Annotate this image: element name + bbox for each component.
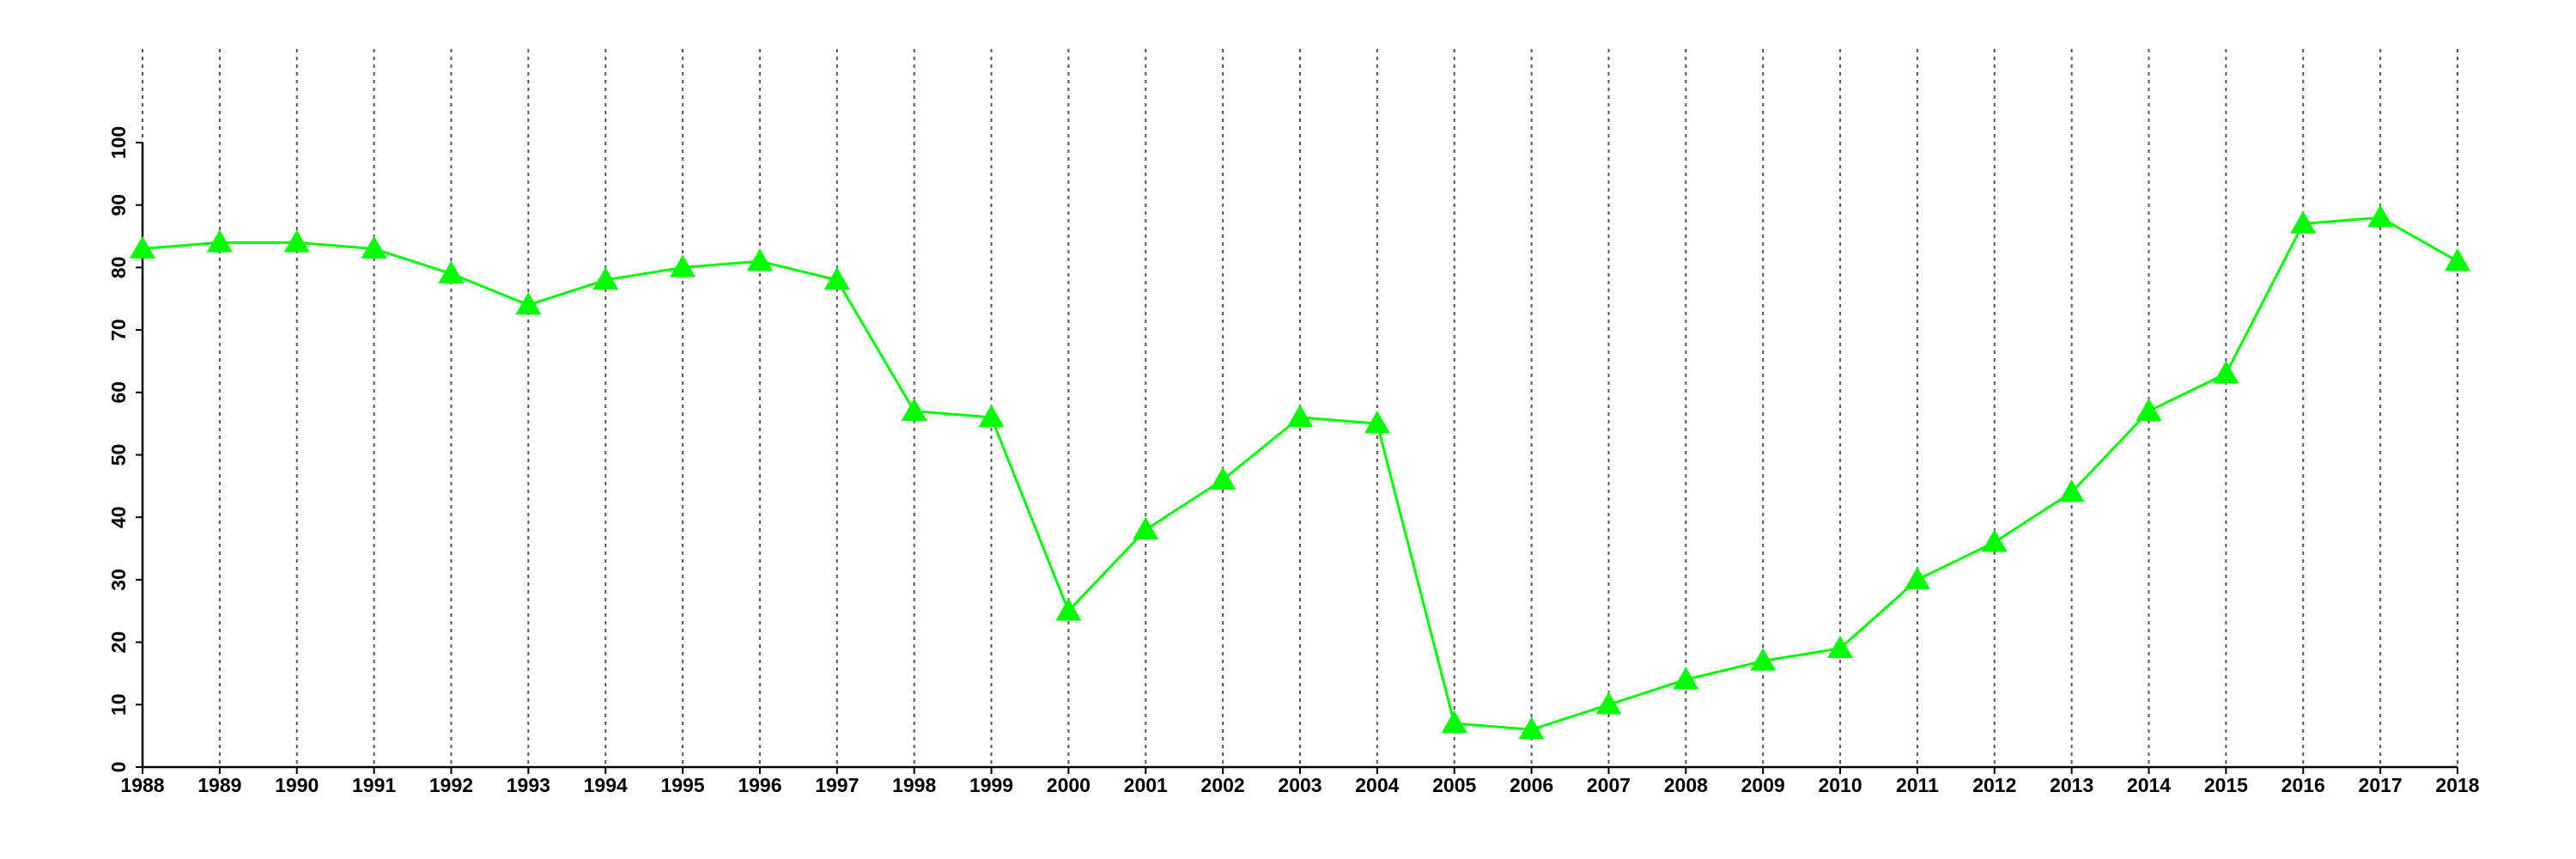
marker xyxy=(1287,404,1313,428)
y-tick-label: 20 xyxy=(107,631,130,654)
x-tick-label: 2007 xyxy=(1587,774,1631,796)
x-tick-label: 2006 xyxy=(1510,774,1553,796)
x-tick-label: 1999 xyxy=(969,774,1013,796)
marker xyxy=(1904,566,1930,590)
marker xyxy=(2058,479,2085,503)
x-tick-label: 1995 xyxy=(660,774,704,796)
marker xyxy=(823,266,850,290)
x-tick-label: 2009 xyxy=(1741,774,1785,796)
marker xyxy=(746,248,773,271)
x-tick-label: 1996 xyxy=(738,774,781,796)
x-tick-label: 2018 xyxy=(2435,774,2479,796)
y-tick-label: 90 xyxy=(107,194,130,216)
y-tick-label: 60 xyxy=(107,381,130,404)
marker xyxy=(978,404,1005,428)
marker xyxy=(1364,411,1390,434)
marker xyxy=(2290,210,2317,234)
marker xyxy=(1827,635,1854,659)
x-tick-label: 1993 xyxy=(507,774,550,796)
marker xyxy=(515,292,542,315)
marker xyxy=(2136,398,2162,421)
marker xyxy=(1673,667,1699,690)
marker xyxy=(901,398,927,421)
x-tick-label: 2013 xyxy=(2050,774,2093,796)
x-tick-label: 2001 xyxy=(1124,774,1168,796)
x-tick-label: 2014 xyxy=(2127,774,2171,796)
y-tick-label: 30 xyxy=(107,569,130,591)
marker xyxy=(1595,691,1622,715)
marker xyxy=(2445,248,2470,271)
marker xyxy=(438,260,465,283)
marker xyxy=(1518,716,1545,740)
x-tick-label: 2012 xyxy=(1972,774,2016,796)
marker xyxy=(1133,516,1159,539)
x-tick-label: 2000 xyxy=(1047,774,1091,796)
y-tick-label: 10 xyxy=(107,694,130,716)
x-tick-label: 1989 xyxy=(197,774,241,796)
x-tick-label: 1988 xyxy=(120,774,164,796)
x-tick-label: 1997 xyxy=(815,774,859,796)
y-tick-label: 40 xyxy=(107,506,130,528)
marker xyxy=(1981,529,2008,552)
x-tick-label: 2016 xyxy=(2281,774,2325,796)
x-tick-label: 1990 xyxy=(275,774,319,796)
x-tick-label: 2002 xyxy=(1201,774,1245,796)
x-tick-label: 1991 xyxy=(352,774,396,796)
x-tick-label: 1998 xyxy=(892,774,936,796)
y-tick-label: 100 xyxy=(107,126,130,159)
x-tick-label: 2017 xyxy=(2359,774,2403,796)
marker xyxy=(361,235,387,259)
y-tick-label: 70 xyxy=(107,319,130,341)
marker xyxy=(1441,710,1467,734)
marker xyxy=(1210,466,1236,490)
marker xyxy=(1055,598,1082,621)
y-tick-label: 0 xyxy=(107,762,130,773)
marker xyxy=(2213,360,2239,384)
marker xyxy=(206,229,233,253)
x-tick-label: 2015 xyxy=(2204,774,2248,796)
x-tick-label: 1992 xyxy=(429,774,473,796)
marker xyxy=(283,229,310,253)
x-tick-label: 2005 xyxy=(1432,774,1476,796)
y-tick-label: 80 xyxy=(107,257,130,279)
x-tick-label: 1994 xyxy=(584,774,628,796)
x-tick-label: 2011 xyxy=(1896,774,1939,796)
x-tick-label: 2010 xyxy=(1818,774,1862,796)
x-tick-label: 2008 xyxy=(1664,774,1708,796)
marker xyxy=(2367,204,2394,228)
y-tick-label: 50 xyxy=(107,444,130,466)
marker xyxy=(670,254,696,277)
x-tick-label: 2004 xyxy=(1355,774,1399,796)
marker xyxy=(1750,648,1777,671)
marker xyxy=(592,266,619,290)
marker xyxy=(130,235,155,259)
x-tick-label: 2003 xyxy=(1278,774,1321,796)
